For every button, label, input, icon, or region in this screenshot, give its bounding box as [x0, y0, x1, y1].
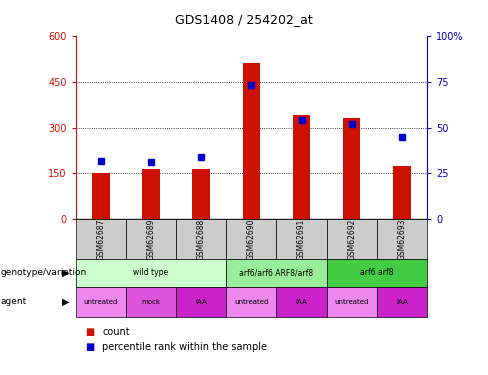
Text: arf6/arf6 ARF8/arf8: arf6/arf6 ARF8/arf8 — [239, 268, 313, 278]
Bar — [226, 259, 326, 287]
Text: mock: mock — [142, 299, 161, 305]
Text: GSM62690: GSM62690 — [247, 218, 256, 260]
Bar — [76, 287, 126, 317]
Bar — [92, 173, 109, 219]
Text: genotype/variation: genotype/variation — [1, 268, 87, 278]
Bar — [126, 219, 176, 259]
Text: GSM62691: GSM62691 — [297, 218, 306, 260]
Text: agent: agent — [1, 297, 27, 306]
Text: GSM62687: GSM62687 — [96, 218, 105, 260]
Text: percentile rank within the sample: percentile rank within the sample — [102, 342, 267, 352]
Text: GSM62693: GSM62693 — [397, 218, 407, 260]
Text: ■: ■ — [85, 342, 95, 352]
Text: GSM62688: GSM62688 — [197, 218, 205, 259]
Bar — [226, 287, 276, 317]
Bar — [326, 287, 377, 317]
Text: wild type: wild type — [133, 268, 168, 278]
Bar — [176, 287, 226, 317]
Bar — [276, 219, 326, 259]
Bar — [243, 63, 260, 219]
Bar — [393, 166, 411, 219]
Bar — [176, 219, 226, 259]
Text: GSM62689: GSM62689 — [146, 218, 156, 260]
Text: untreated: untreated — [83, 299, 118, 305]
Bar — [326, 219, 377, 259]
Bar — [377, 219, 427, 259]
Text: untreated: untreated — [234, 299, 268, 305]
Bar — [142, 169, 160, 219]
Bar — [326, 259, 427, 287]
Bar — [377, 287, 427, 317]
Text: GDS1408 / 254202_at: GDS1408 / 254202_at — [175, 13, 313, 26]
Bar — [343, 118, 361, 219]
Bar — [76, 259, 226, 287]
Bar — [276, 287, 326, 317]
Bar — [226, 219, 276, 259]
Text: count: count — [102, 327, 130, 337]
Bar — [76, 219, 126, 259]
Text: GSM62692: GSM62692 — [347, 218, 356, 260]
Text: ▶: ▶ — [62, 297, 69, 307]
Bar — [293, 115, 310, 219]
Text: IAA: IAA — [396, 299, 408, 305]
Text: ■: ■ — [85, 327, 95, 337]
Text: untreated: untreated — [334, 299, 369, 305]
Text: IAA: IAA — [296, 299, 307, 305]
Bar — [192, 170, 210, 219]
Text: IAA: IAA — [195, 299, 207, 305]
Text: arf6 arf8: arf6 arf8 — [360, 268, 393, 278]
Bar — [126, 287, 176, 317]
Text: ▶: ▶ — [62, 268, 69, 278]
